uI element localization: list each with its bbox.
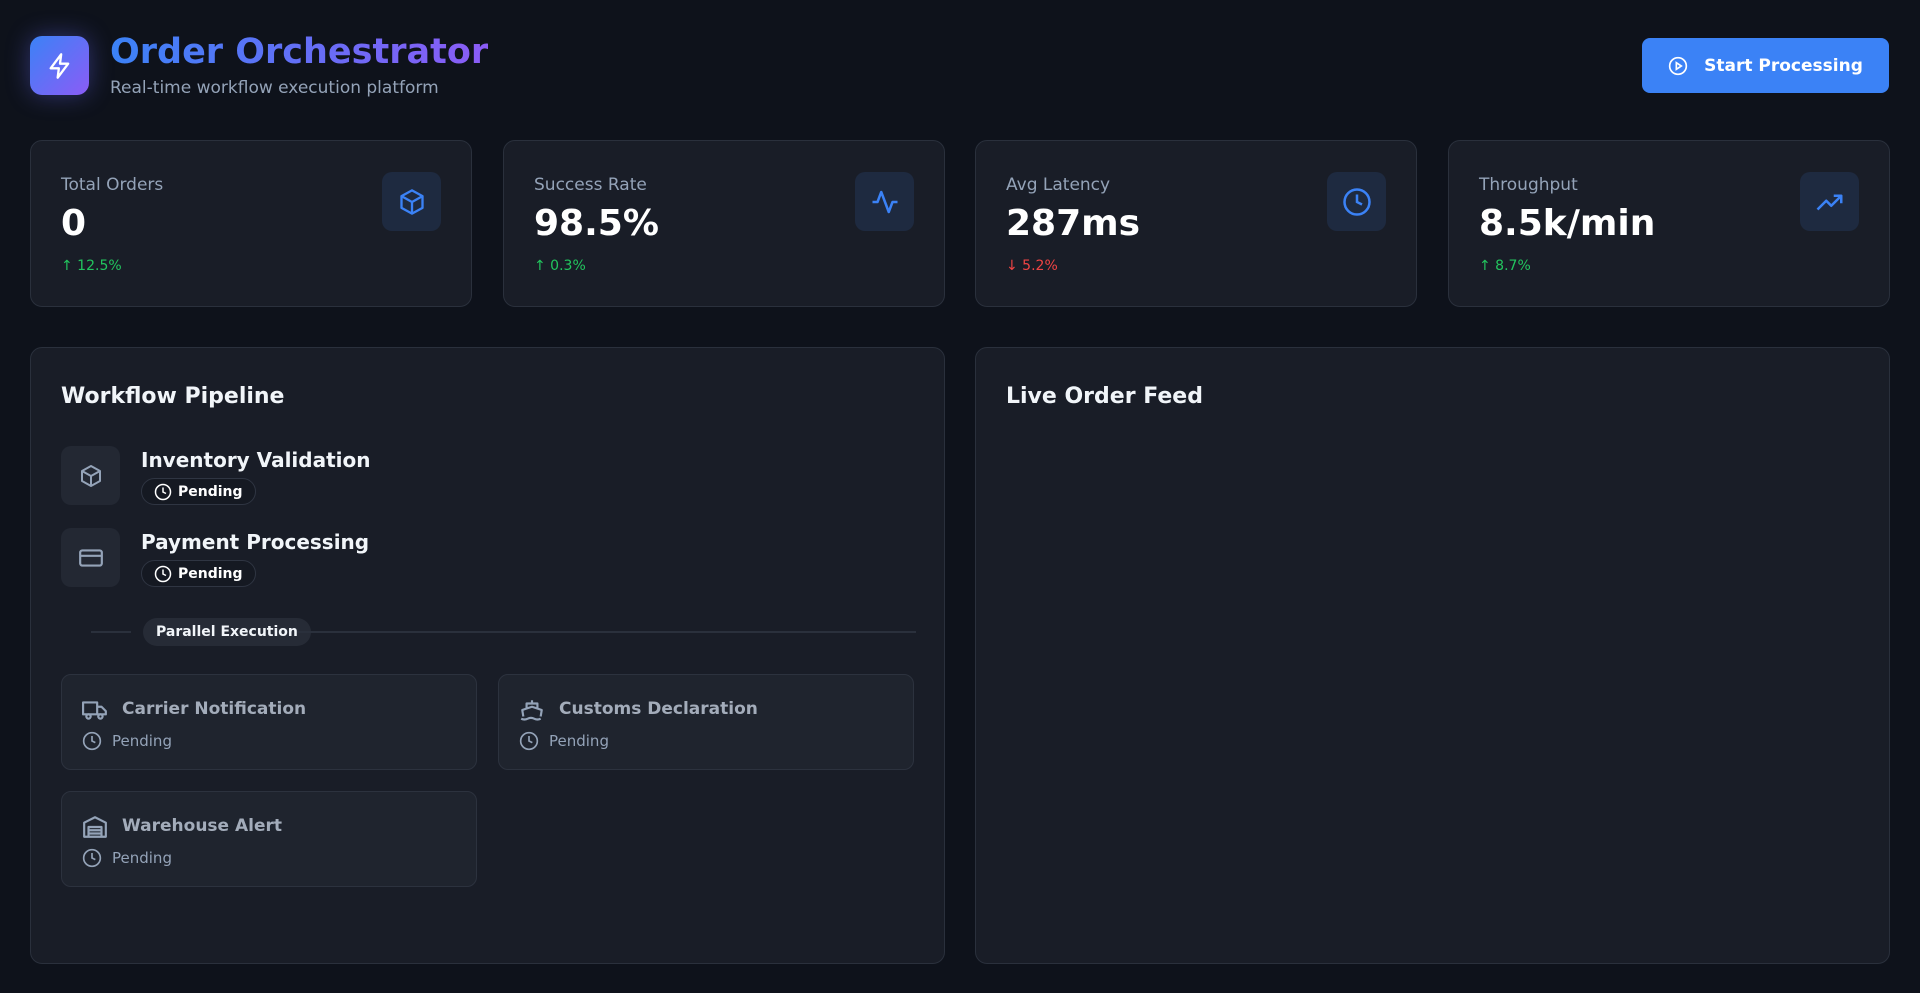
- button-label: Start Processing: [1704, 55, 1863, 76]
- divider: [91, 631, 131, 633]
- pipeline-step: Inventory Validation Pending: [61, 446, 370, 505]
- step-name: Inventory Validation: [141, 448, 371, 472]
- app-subtitle: Real-time workflow execution platform: [110, 78, 439, 98]
- start-button[interactable]: Start Processing: [1642, 38, 1889, 93]
- panel-title: Live Order Feed: [1006, 384, 1203, 409]
- divider: [297, 631, 916, 633]
- stat-change: ↓ 5.2%: [1006, 258, 1058, 274]
- parallel-label: Parallel Execution: [143, 618, 311, 646]
- stat-card: Success Rate 98.5% ↑ 0.3%: [503, 140, 945, 307]
- task-status: Pending: [112, 849, 172, 867]
- parallel-task: Carrier Notification Pending: [61, 674, 477, 770]
- status-text: Pending: [178, 483, 243, 500]
- stat-label: Total Orders: [61, 175, 164, 195]
- stat-icon: [1800, 172, 1859, 231]
- stat-value: 8.5k/min: [1479, 203, 1656, 244]
- stat-value: 98.5%: [534, 203, 659, 244]
- stat-icon: [382, 172, 441, 231]
- stat-change: ↑ 12.5%: [61, 258, 122, 274]
- stat-change: ↑ 0.3%: [534, 258, 586, 274]
- stat-value: 0: [61, 203, 87, 244]
- status-text: Pending: [178, 565, 243, 582]
- feed-panel: Live Order Feed: [975, 347, 1890, 964]
- step-icon: [61, 446, 120, 505]
- stat-card: Total Orders 0 ↑ 12.5%: [30, 140, 472, 307]
- status-badge: Pending: [141, 560, 256, 587]
- stat-card: Avg Latency 287ms ↓ 5.2%: [975, 140, 1417, 307]
- panel-title: Workflow Pipeline: [61, 384, 285, 409]
- stat-label: Success Rate: [534, 175, 647, 195]
- pipeline-step: Payment Processing Pending: [61, 528, 369, 587]
- task-status: Pending: [112, 732, 172, 750]
- logo: [30, 36, 89, 95]
- app-title: Order Orchestrator: [110, 32, 489, 72]
- status-badge: Pending: [141, 478, 256, 505]
- parallel-task: Warehouse Alert Pending: [61, 791, 477, 887]
- stat-value: 287ms: [1006, 203, 1141, 244]
- task-status: Pending: [549, 732, 609, 750]
- task-name: Carrier Notification: [122, 699, 307, 719]
- step-name: Payment Processing: [141, 530, 370, 554]
- stat-icon: [1327, 172, 1386, 231]
- stat-card: Throughput 8.5k/min ↑ 8.7%: [1448, 140, 1890, 307]
- pipeline-panel: Workflow Pipeline Inventory Validation P…: [30, 347, 945, 964]
- step-icon: [61, 528, 120, 587]
- task-name: Customs Declaration: [559, 699, 758, 719]
- task-name: Warehouse Alert: [122, 816, 283, 836]
- stat-change: ↑ 8.7%: [1479, 258, 1531, 274]
- parallel-task: Customs Declaration Pending: [498, 674, 914, 770]
- stat-label: Avg Latency: [1006, 175, 1111, 195]
- stat-icon: [855, 172, 914, 231]
- stat-label: Throughput: [1479, 175, 1578, 195]
